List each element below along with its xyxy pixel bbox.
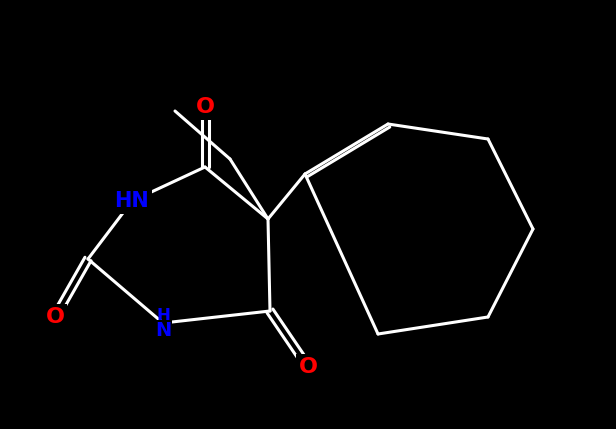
Text: HN: HN — [115, 191, 149, 211]
Text: O: O — [46, 307, 65, 327]
Text: O: O — [195, 97, 214, 117]
Text: O: O — [299, 357, 317, 377]
Text: H: H — [156, 307, 170, 325]
Text: N: N — [155, 320, 171, 339]
